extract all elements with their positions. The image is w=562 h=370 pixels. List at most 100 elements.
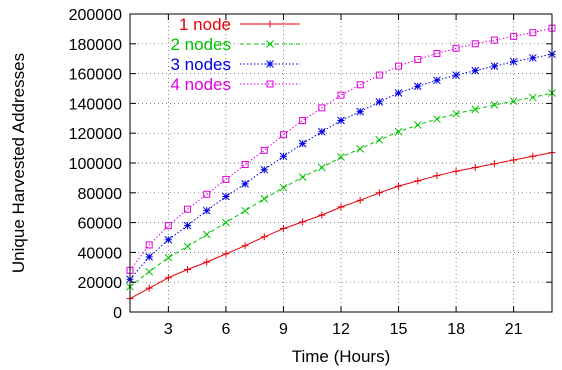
y-tick-label: 200000 <box>69 7 122 24</box>
data-point <box>317 127 326 136</box>
data-point <box>452 109 460 118</box>
data-point <box>413 82 422 91</box>
data-point <box>279 131 287 139</box>
data-point <box>394 89 403 97</box>
data-point <box>222 175 230 183</box>
y-tick-label: 120000 <box>69 126 122 143</box>
data-point <box>299 117 307 125</box>
data-point <box>375 98 384 106</box>
data-point <box>241 160 249 168</box>
data-point <box>471 163 479 171</box>
data-point <box>395 182 403 190</box>
legend-entry: 2 nodes <box>171 35 300 54</box>
data-point <box>490 36 498 44</box>
data-point <box>471 66 480 75</box>
x-tick-label: 15 <box>390 321 408 338</box>
y-tick-label: 0 <box>113 305 122 322</box>
data-point <box>222 250 230 258</box>
data-point <box>509 57 518 66</box>
y-tick-label: 60000 <box>78 216 123 233</box>
data-point <box>317 163 326 172</box>
x-tick-label: 12 <box>332 321 350 338</box>
data-point <box>298 139 307 148</box>
data-point <box>241 180 249 188</box>
data-point <box>509 97 518 106</box>
data-point <box>241 242 249 250</box>
data-point <box>145 284 153 292</box>
legend-entry: 4 nodes <box>171 75 300 94</box>
data-point <box>356 144 365 153</box>
data-point <box>356 107 365 116</box>
data-point <box>490 101 499 109</box>
x-tick-label: 18 <box>447 321 465 338</box>
data-point <box>164 274 172 282</box>
data-point <box>241 206 249 215</box>
data-point <box>414 177 422 185</box>
data-point <box>337 116 345 125</box>
x-tick-label: 6 <box>221 321 230 338</box>
data-point <box>145 241 153 249</box>
data-point <box>202 206 211 215</box>
legend-label: 1 node <box>179 15 231 34</box>
data-point <box>433 115 441 123</box>
data-point <box>395 62 403 70</box>
data-point <box>510 32 518 40</box>
data-point <box>279 225 287 233</box>
data-point <box>260 165 269 174</box>
data-point <box>260 233 268 241</box>
data-point <box>529 152 537 160</box>
data-point <box>356 196 364 204</box>
data-point <box>183 221 192 230</box>
data-point <box>279 152 288 161</box>
y-tick-label: 160000 <box>69 67 122 84</box>
y-tick-label: 80000 <box>78 186 123 203</box>
series-1 <box>126 149 556 303</box>
y-tick-label: 180000 <box>69 37 122 54</box>
data-point <box>145 253 154 261</box>
data-point <box>260 194 269 203</box>
legend-label: 4 nodes <box>171 75 232 94</box>
data-point <box>222 192 230 201</box>
data-point <box>375 189 383 197</box>
y-tick-label: 20000 <box>78 275 123 292</box>
data-point <box>471 40 479 48</box>
data-point <box>452 44 460 52</box>
data-point <box>203 190 211 198</box>
data-point <box>433 76 441 85</box>
data-point <box>183 242 192 251</box>
data-point <box>414 55 422 63</box>
data-point <box>337 203 345 211</box>
legend-entry: 3 nodes <box>171 55 300 74</box>
x-tick-label: 3 <box>164 321 173 338</box>
data-point <box>266 80 274 88</box>
data-point <box>266 60 274 68</box>
legend-label: 2 nodes <box>171 35 232 54</box>
data-point <box>299 218 307 226</box>
data-point <box>529 29 537 37</box>
y-axis-label: Unique Harvested Addresses <box>9 53 28 273</box>
data-point <box>471 105 480 114</box>
data-point <box>337 153 345 161</box>
data-point <box>337 91 345 99</box>
series-line <box>129 53 553 280</box>
data-point <box>266 20 274 28</box>
legend-entry: 1 node <box>179 15 300 34</box>
data-point <box>279 183 288 192</box>
y-tick-label: 40000 <box>78 245 123 262</box>
data-point <box>452 167 460 175</box>
legend-label: 3 nodes <box>171 55 232 74</box>
y-tick-label: 100000 <box>69 156 122 173</box>
data-point <box>452 71 460 79</box>
data-point <box>318 104 326 112</box>
data-point <box>164 253 173 262</box>
data-point <box>203 258 211 266</box>
plot-series <box>126 24 556 303</box>
data-point <box>510 156 518 164</box>
data-point <box>375 71 383 79</box>
data-point <box>260 146 268 154</box>
data-point <box>164 235 173 244</box>
data-point <box>394 127 403 136</box>
x-axis-label: Time (Hours) <box>292 347 391 366</box>
